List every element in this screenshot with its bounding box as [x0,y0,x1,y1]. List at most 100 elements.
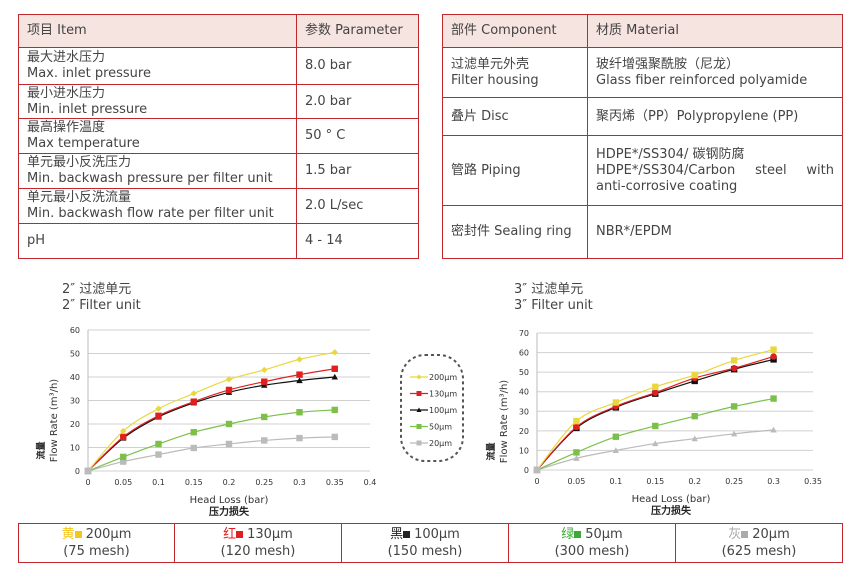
data-point [691,371,698,379]
y-tick-label: 70 [519,329,529,338]
x-tick-label: 0 [85,478,90,487]
header-parameter: 参数 Parameter [296,14,419,48]
legend-label: 100μm [429,406,457,415]
color-name: 黑 [390,527,404,542]
x-tick-label: 0.05 [114,478,132,487]
y-tick-label: 0 [524,466,529,475]
x-tick-label: 0.2 [223,478,236,487]
header-component: 部件 Component [442,14,588,48]
data-point [331,365,338,372]
data-point [331,349,338,356]
data-point [612,433,620,440]
y-tick-label: 50 [519,368,529,377]
x-tick-label: 0.4 [364,478,377,487]
cell-en: Min. backwash pressure per filter unit [27,171,273,186]
color-swatch [741,531,749,538]
chart1-title: 2″ 过滤单元 2″ Filter unit [62,282,141,314]
y-tick-label: 0 [75,467,80,476]
cell-en: HDPE*/SS304/Carbon steel with anti-corro… [596,162,834,194]
cell-value: 2.0 bar [296,84,419,119]
table-row: 密封件 Sealing ring NBR*/EPDM [442,205,843,259]
legend-label: 130μm [429,390,457,399]
data-point [296,371,303,378]
y-tick-label: 40 [519,388,529,397]
cell: 管路 Piping [442,135,588,206]
data-point [573,449,580,456]
mesh-label: (150 mesh) [387,544,463,559]
data-point [331,433,338,441]
data-point [225,420,233,428]
data-point [612,399,620,406]
y-tick-label: 10 [519,446,529,455]
data-point [155,451,162,458]
cell-en: Glass fiber reinforced polyamide [596,72,808,88]
x-tick-label: 0.1 [609,477,622,486]
data-point [190,398,197,405]
data-point [296,377,303,384]
data-point [225,376,233,383]
data-point [573,455,580,461]
color-name: 灰 [728,527,742,542]
size-label: 200μm [85,527,132,542]
data-point [573,417,580,425]
y-tick-label: 60 [519,349,529,358]
legend-cell: 灰 20μm (625 mesh) [674,523,844,563]
data-point [190,429,197,436]
data-point [652,389,659,396]
y-tick-label: 10 [70,444,80,453]
data-point [190,444,197,452]
table-row: 单元最小反洗压力 Min. backwash pressure per filte… [18,153,419,189]
mesh-label: (120 mesh) [220,544,296,559]
legend-label: 50μm [429,423,452,432]
data-point [261,378,268,385]
cell-cn: 单元最小反洗流量 [27,190,132,205]
cell-en: Filter housing [451,72,539,88]
data-point [120,458,127,465]
data-point [730,357,738,364]
data-point [770,395,777,402]
legend-box [400,354,464,462]
data-point [416,391,422,396]
x-tick-label: 0.15 [646,477,664,486]
data-point [296,409,303,416]
data-point [652,383,659,391]
data-point [120,427,127,435]
table-row: 单元最小反洗流量 Min. backwash flow rate per filt… [18,188,419,224]
data-point [730,430,738,437]
data-point [84,467,92,475]
x-tick-label: 0.25 [255,478,273,487]
spec-table: 项目 Item 参数 Parameter 最大进水压力 Max. inlet pre… [18,14,419,259]
x-tick-label: 0.25 [725,477,743,486]
cell-en: Max temperature [27,136,140,151]
chart2-title: 3″ 过滤单元 3″ Filter unit [514,282,593,314]
cell-cn: 最大进水压力 [27,50,106,65]
series-line [87,351,335,472]
cell-en: Min. backwash flow rate per filter unit [27,206,274,221]
cell: 密封件 Sealing ring [442,205,588,259]
data-point [190,390,197,397]
cell-en: Min. inlet pressure [27,101,148,117]
series-line [536,358,774,471]
x-axis-label-cn: 压力损失 [651,504,692,517]
data-point [296,356,303,363]
cell-cn: 单元最小反洗压力 [27,155,132,170]
y-tick-label: 50 [70,350,80,359]
data-point [261,437,268,444]
material-table: 部件 Component 材质 Material 过滤单元外壳 Filter hou… [442,14,843,259]
color-swatch [574,531,582,538]
y-tick-label: 30 [519,407,529,416]
header-item: 项目 Item [18,14,297,48]
color-name: 黄 [61,527,75,542]
data-point [573,423,580,431]
cell-cn: HDPE*/SS304/ 碳钢防腐 [596,146,745,162]
data-point [533,466,541,474]
data-point [770,346,777,353]
x-axis-label: Head Loss (bar) [632,494,711,505]
table-row: 最大进水压力 Max. inlet pressure 8.0 bar [18,47,419,85]
table-row: 管路 Piping HDPE*/SS304/ 碳钢防腐 HDPE*/SS304/Ca… [442,135,843,206]
data-point [225,440,233,448]
data-point [652,422,659,430]
series-line [536,355,774,471]
x-axis-label: Head Loss (bar) [190,495,269,506]
